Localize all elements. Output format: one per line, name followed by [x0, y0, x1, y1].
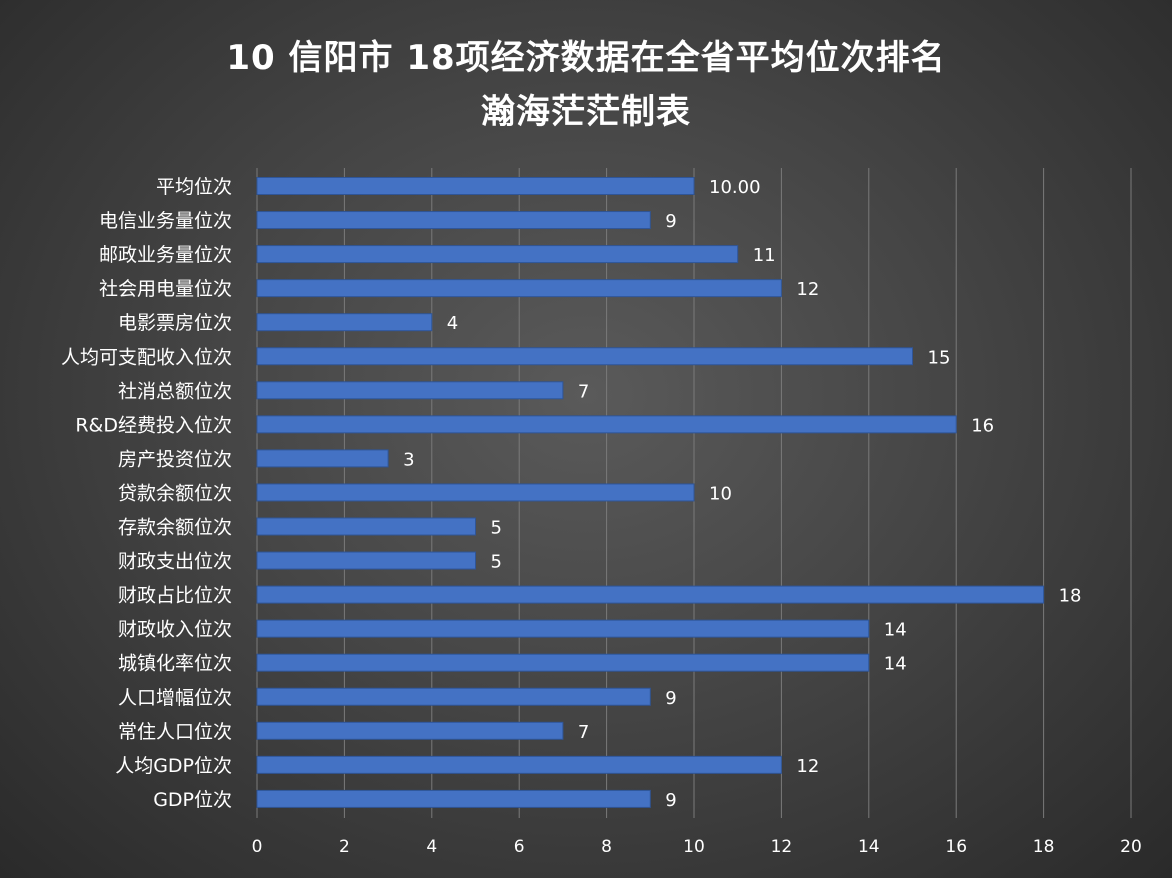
- x-tick-label: 18: [1033, 837, 1055, 857]
- category-label: 财政收入位次: [118, 619, 232, 641]
- bar: [256, 721, 564, 740]
- labels: 0 2 4 6 8 10 12 14 16 18 20 平均位次 10.00 电信业务量位次 9 邮政业务量位…: [61, 176, 1142, 857]
- value-label: 18: [1059, 586, 1082, 607]
- category-label: 平均位次: [156, 176, 232, 198]
- bar: [256, 381, 564, 400]
- value-label: 9: [665, 688, 676, 709]
- x-tick-label: 14: [858, 837, 880, 857]
- bar: [256, 687, 651, 706]
- bar: [256, 585, 1045, 604]
- x-tick-label: 0: [252, 837, 263, 857]
- value-label: 10: [709, 483, 732, 504]
- bar: [256, 517, 476, 536]
- category-label: 电影票房位次: [118, 312, 232, 334]
- x-tick-label: 2: [339, 837, 350, 857]
- bar: [256, 245, 739, 264]
- category-label: 邮政业务量位次: [99, 244, 232, 266]
- category-label: 社消总额位次: [118, 380, 232, 402]
- value-label: 12: [796, 279, 819, 300]
- category-label: 房产投资位次: [118, 448, 232, 470]
- gridlines: [256, 168, 1132, 818]
- x-tick-label: 4: [426, 837, 437, 857]
- x-tick-label: 12: [771, 837, 793, 857]
- bar: [256, 211, 651, 230]
- x-tick-label: 6: [514, 837, 525, 857]
- bar: [256, 483, 695, 502]
- category-label: 财政支出位次: [118, 551, 232, 573]
- bar: [256, 313, 433, 332]
- x-tick-label: 8: [601, 837, 612, 857]
- category-label: 人均可支配收入位次: [61, 346, 232, 368]
- x-tick-label: 16: [945, 837, 967, 857]
- category-label: 电信业务量位次: [99, 210, 232, 232]
- value-label: 9: [665, 211, 676, 232]
- category-label: 财政占比位次: [118, 585, 232, 607]
- chart-title: 10 信阳市 18项经济数据在全省平均位次排名: [226, 38, 946, 78]
- value-label: 15: [928, 347, 951, 368]
- category-label: 存款余额位次: [118, 517, 232, 539]
- bar: [256, 177, 695, 195]
- bar: [256, 653, 870, 672]
- x-tick-label: 10: [683, 837, 705, 857]
- value-label: 16: [971, 415, 994, 436]
- value-label: 7: [578, 381, 589, 402]
- category-label: 贷款余额位次: [118, 482, 232, 504]
- bar: [256, 551, 476, 570]
- bar: [256, 789, 651, 808]
- bar: [256, 755, 782, 774]
- x-tick-label: 20: [1120, 837, 1142, 857]
- value-label: 3: [403, 449, 414, 470]
- category-label: R&D经费投入位次: [75, 414, 232, 436]
- bar: [256, 279, 782, 298]
- bars: [256, 177, 1045, 808]
- bar: [256, 415, 957, 434]
- bar: [256, 619, 870, 638]
- category-label: GDP位次: [153, 789, 232, 811]
- value-label: 11: [753, 245, 776, 266]
- value-label: 5: [491, 552, 502, 573]
- bar: [256, 347, 913, 366]
- bar: [256, 449, 389, 468]
- category-label: 人口增幅位次: [118, 687, 232, 709]
- value-label: 4: [447, 313, 458, 334]
- chart-subtitle: 瀚海茫茫制表: [481, 92, 691, 132]
- value-label: 14: [884, 654, 907, 675]
- category-label: 人均GDP位次: [115, 755, 232, 777]
- value-label: 5: [491, 518, 502, 539]
- value-label: 14: [884, 620, 907, 641]
- category-label: 社会用电量位次: [99, 278, 232, 300]
- category-label: 常住人口位次: [118, 721, 232, 743]
- value-label: 7: [578, 722, 589, 743]
- value-label: 12: [796, 756, 819, 777]
- value-label: 10.00: [709, 177, 761, 198]
- category-label: 城镇化率位次: [118, 653, 232, 675]
- value-label: 9: [665, 790, 676, 811]
